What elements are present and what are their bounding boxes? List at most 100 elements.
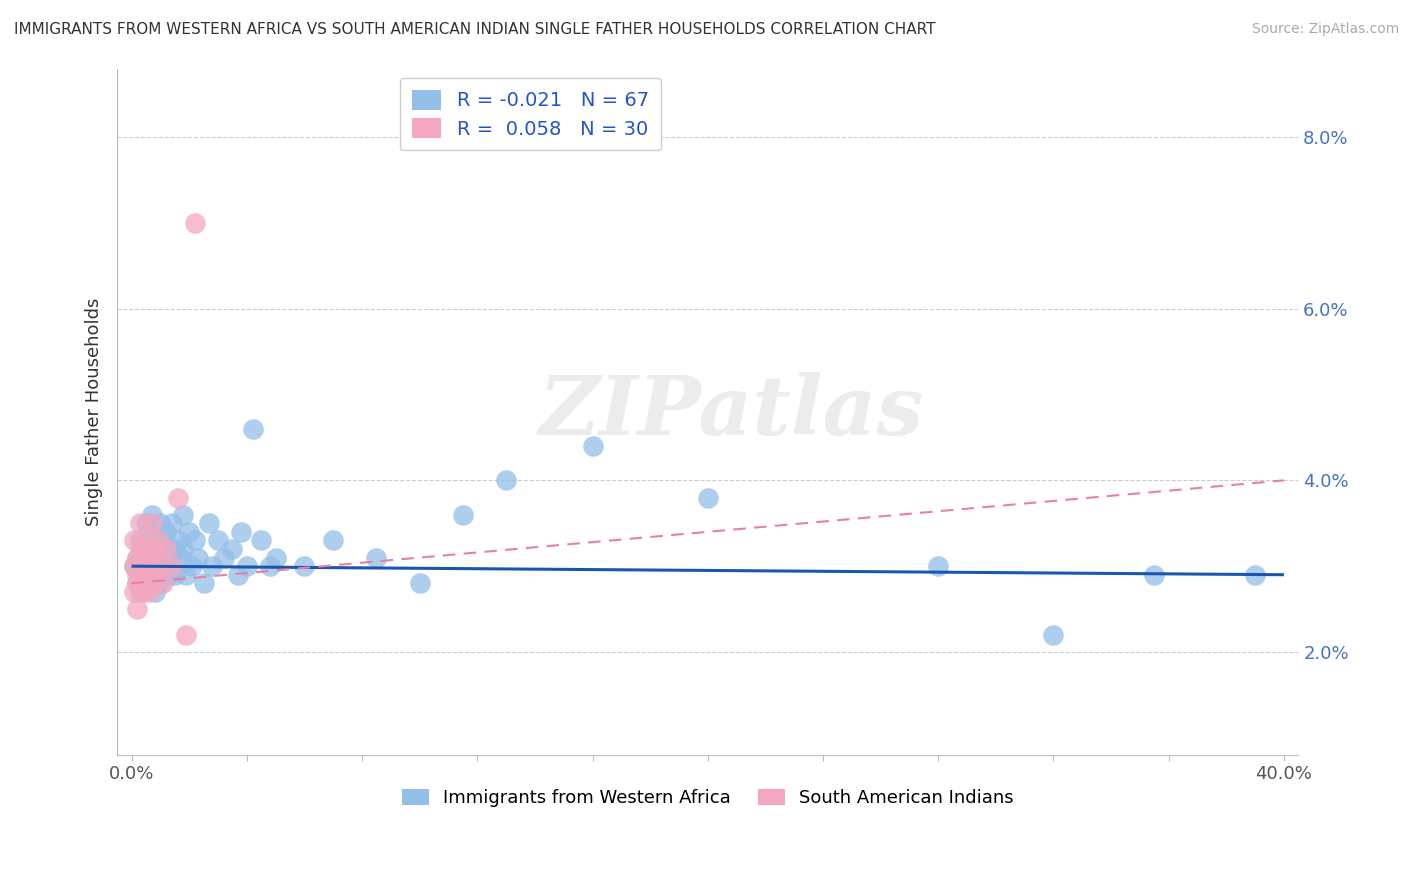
Text: Source: ZipAtlas.com: Source: ZipAtlas.com	[1251, 22, 1399, 37]
Point	[166, 491, 188, 505]
Point	[172, 508, 194, 522]
Point	[172, 541, 194, 556]
Point	[152, 576, 174, 591]
Point	[155, 524, 177, 539]
Point	[495, 474, 517, 488]
Point	[155, 550, 177, 565]
Point	[143, 585, 166, 599]
Point	[201, 559, 224, 574]
Point	[129, 541, 152, 556]
Point	[198, 516, 221, 531]
Point	[143, 559, 166, 574]
Point	[207, 533, 229, 548]
Point	[135, 576, 157, 591]
Point	[259, 559, 281, 574]
Point	[184, 216, 207, 230]
Point	[143, 541, 166, 556]
Point	[250, 533, 273, 548]
Point	[581, 439, 603, 453]
Point	[229, 524, 252, 539]
Point	[129, 559, 152, 574]
Point	[129, 559, 152, 574]
Point	[322, 533, 344, 548]
Point	[160, 550, 183, 565]
Point	[138, 585, 160, 599]
Point	[129, 516, 152, 531]
Point	[157, 541, 180, 556]
Point	[149, 559, 172, 574]
Point	[696, 491, 718, 505]
Point	[141, 567, 163, 582]
Point	[176, 567, 198, 582]
Point	[124, 559, 146, 574]
Point	[132, 541, 155, 556]
Point	[124, 559, 146, 574]
Point	[146, 533, 169, 548]
Point	[264, 550, 287, 565]
Point	[163, 567, 186, 582]
Point	[135, 550, 157, 565]
Point	[127, 567, 149, 582]
Point	[141, 576, 163, 591]
Point	[451, 508, 474, 522]
Point	[155, 541, 177, 556]
Point	[163, 541, 186, 556]
Point	[181, 559, 204, 574]
Point	[141, 541, 163, 556]
Point	[135, 559, 157, 574]
Point	[160, 516, 183, 531]
Point	[152, 533, 174, 548]
Text: ZIPatlas: ZIPatlas	[538, 372, 924, 451]
Point	[127, 550, 149, 565]
Point	[193, 576, 215, 591]
Point	[146, 550, 169, 565]
Point	[160, 559, 183, 574]
Point	[149, 576, 172, 591]
Point	[242, 422, 264, 436]
Point	[138, 559, 160, 574]
Point	[1244, 567, 1267, 582]
Point	[408, 576, 430, 591]
Point	[166, 533, 188, 548]
Point	[366, 550, 388, 565]
Point	[129, 576, 152, 591]
Point	[187, 550, 209, 565]
Point	[135, 533, 157, 548]
Point	[157, 567, 180, 582]
Point	[129, 533, 152, 548]
Point	[927, 559, 949, 574]
Point	[129, 585, 152, 599]
Point	[127, 576, 149, 591]
Point	[143, 567, 166, 582]
Point	[169, 550, 191, 565]
Point	[146, 533, 169, 548]
Point	[132, 567, 155, 582]
Point	[138, 524, 160, 539]
Point	[132, 567, 155, 582]
Point	[141, 516, 163, 531]
Point	[176, 628, 198, 642]
Point	[124, 533, 146, 548]
Point	[221, 541, 243, 556]
Point	[149, 550, 172, 565]
Point	[141, 508, 163, 522]
Point	[149, 516, 172, 531]
Point	[132, 585, 155, 599]
Point	[127, 576, 149, 591]
Legend: Immigrants from Western Africa, South American Indians: Immigrants from Western Africa, South Am…	[394, 781, 1021, 814]
Point	[1143, 567, 1166, 582]
Point	[294, 559, 316, 574]
Point	[184, 533, 207, 548]
Point	[138, 550, 160, 565]
Point	[226, 567, 249, 582]
Point	[124, 585, 146, 599]
Point	[152, 559, 174, 574]
Point	[132, 541, 155, 556]
Point	[212, 550, 235, 565]
Text: IMMIGRANTS FROM WESTERN AFRICA VS SOUTH AMERICAN INDIAN SINGLE FATHER HOUSEHOLDS: IMMIGRANTS FROM WESTERN AFRICA VS SOUTH …	[14, 22, 935, 37]
Point	[135, 516, 157, 531]
Point	[236, 559, 259, 574]
Point	[1042, 628, 1064, 642]
Point	[127, 550, 149, 565]
Point	[179, 524, 201, 539]
